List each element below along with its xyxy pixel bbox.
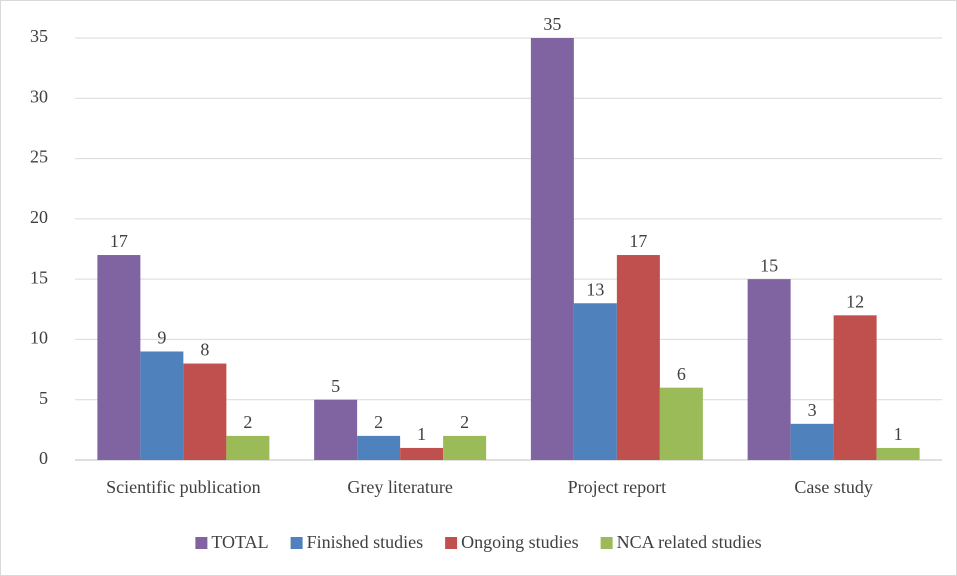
y-tick-label: 20 [30, 207, 48, 227]
data-label: 8 [200, 340, 209, 360]
x-tick-label: Grey literature [347, 477, 452, 497]
bar [400, 447, 444, 460]
data-label: 3 [808, 400, 817, 420]
bar [226, 435, 270, 460]
legend-swatch [290, 537, 303, 549]
data-label: 6 [677, 364, 686, 384]
y-tick-label: 35 [30, 26, 48, 46]
x-tick-label: Project report [568, 477, 666, 497]
y-tick-label: 5 [39, 388, 48, 408]
y-tick-label: 25 [30, 147, 48, 167]
legend-label: TOTAL [211, 532, 268, 552]
data-label: 2 [374, 412, 383, 432]
data-label: 15 [760, 255, 778, 275]
legend-label: Ongoing studies [461, 532, 579, 552]
bar [97, 255, 141, 460]
data-label: 2 [460, 412, 469, 432]
bar [314, 399, 358, 460]
data-label: 9 [157, 328, 166, 348]
data-label: 1 [894, 424, 903, 444]
data-label: 2 [243, 412, 252, 432]
y-tick-label: 15 [30, 267, 48, 287]
bar [616, 255, 660, 460]
bar [530, 38, 574, 460]
y-tick-label: 30 [30, 86, 48, 106]
x-tick-label: Case study [794, 477, 873, 497]
legend-swatch [195, 537, 208, 549]
data-label: 5 [331, 376, 340, 396]
bar [183, 363, 227, 460]
data-label: 35 [543, 14, 561, 34]
bar [573, 303, 617, 460]
bar [790, 423, 834, 460]
data-label: 13 [586, 279, 604, 299]
bar [357, 435, 401, 460]
bar [747, 279, 791, 460]
legend-label: Finished studies [307, 532, 424, 552]
legend-swatch [600, 537, 613, 549]
data-label: 17 [110, 231, 128, 251]
legend-label: NCA related studies [617, 532, 762, 552]
y-tick-label: 10 [30, 328, 48, 348]
y-tick-label: 0 [39, 448, 48, 468]
bar [833, 315, 877, 460]
x-tick-label: Scientific publication [106, 477, 260, 497]
bar [140, 351, 184, 460]
bar [443, 435, 487, 460]
data-label: 17 [629, 231, 647, 251]
legend-swatch [445, 537, 458, 549]
bar [876, 447, 920, 460]
data-label: 12 [846, 291, 864, 311]
data-label: 1 [417, 424, 426, 444]
bar [659, 387, 703, 460]
